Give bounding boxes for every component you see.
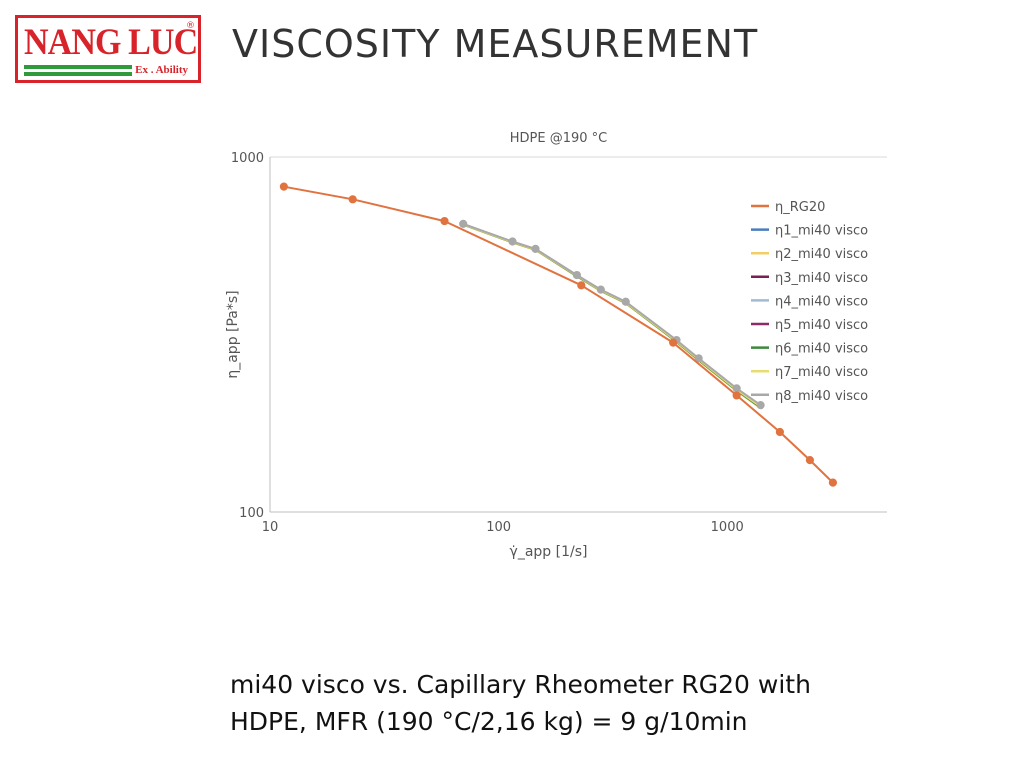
series-line xyxy=(462,222,762,406)
data-point xyxy=(828,478,838,487)
data-point xyxy=(531,244,540,253)
series-line xyxy=(462,223,762,409)
data-point xyxy=(459,219,468,228)
legend-label: η2_mi40 visco xyxy=(775,247,868,262)
data-point xyxy=(279,182,288,191)
data-point xyxy=(732,391,741,400)
data-point xyxy=(756,401,765,410)
data-point xyxy=(775,427,784,437)
data-point xyxy=(805,456,815,465)
brand-logo: NANG LUC ® Ex . Ability xyxy=(15,15,201,83)
logo-wordmark: NANG LUC xyxy=(24,22,198,63)
x-tick-label: 100 xyxy=(486,520,511,535)
y-tick-label: 1000 xyxy=(231,151,264,166)
y-tick-label: 100 xyxy=(239,506,264,521)
data-point xyxy=(596,285,605,294)
series-line xyxy=(462,223,762,409)
y-axis-label: η_app [Pa*s] xyxy=(225,290,241,378)
legend-label: η8_mi40 visco xyxy=(775,389,868,404)
data-point xyxy=(572,270,581,280)
data-point xyxy=(621,297,630,306)
legend-label: η3_mi40 visco xyxy=(775,271,868,286)
x-axis-label: γ̇_app [1/s] xyxy=(510,544,588,560)
slide-title: VISCOSITY MEASUREMENT xyxy=(232,22,759,66)
slide-caption: mi40 visco vs. Capillary Rheometer RG20 … xyxy=(230,666,811,740)
caption-line-1: mi40 visco vs. Capillary Rheometer RG20 … xyxy=(230,670,811,699)
series-line xyxy=(462,223,762,409)
legend-label: η5_mi40 visco xyxy=(775,318,868,333)
data-point xyxy=(732,384,741,393)
logo-stripe xyxy=(24,65,132,69)
data-point xyxy=(694,354,703,363)
series-line xyxy=(462,223,762,410)
caption-line-2: HDPE, MFR (190 °C/2,16 kg) = 9 g/10min xyxy=(230,707,748,736)
legend-label: η7_mi40 visco xyxy=(775,365,868,380)
data-point xyxy=(440,216,449,226)
legend-label: η_RG20 xyxy=(775,200,825,215)
data-point xyxy=(508,237,517,246)
series-line xyxy=(283,185,834,484)
x-tick-label: 10 xyxy=(262,520,279,535)
legend-label: η1_mi40 visco xyxy=(775,224,868,239)
legend-label: η6_mi40 visco xyxy=(775,342,868,357)
data-point xyxy=(348,195,357,204)
chart-title: HDPE @190 °C xyxy=(510,131,608,146)
data-point xyxy=(577,281,586,290)
logo-stripe xyxy=(24,72,132,76)
logo-registered-mark: ® xyxy=(186,21,195,31)
logo-tagline: Ex . Ability xyxy=(135,64,188,76)
data-point xyxy=(669,338,678,347)
legend-label: η4_mi40 visco xyxy=(775,294,868,309)
x-tick-label: 1000 xyxy=(711,520,744,535)
